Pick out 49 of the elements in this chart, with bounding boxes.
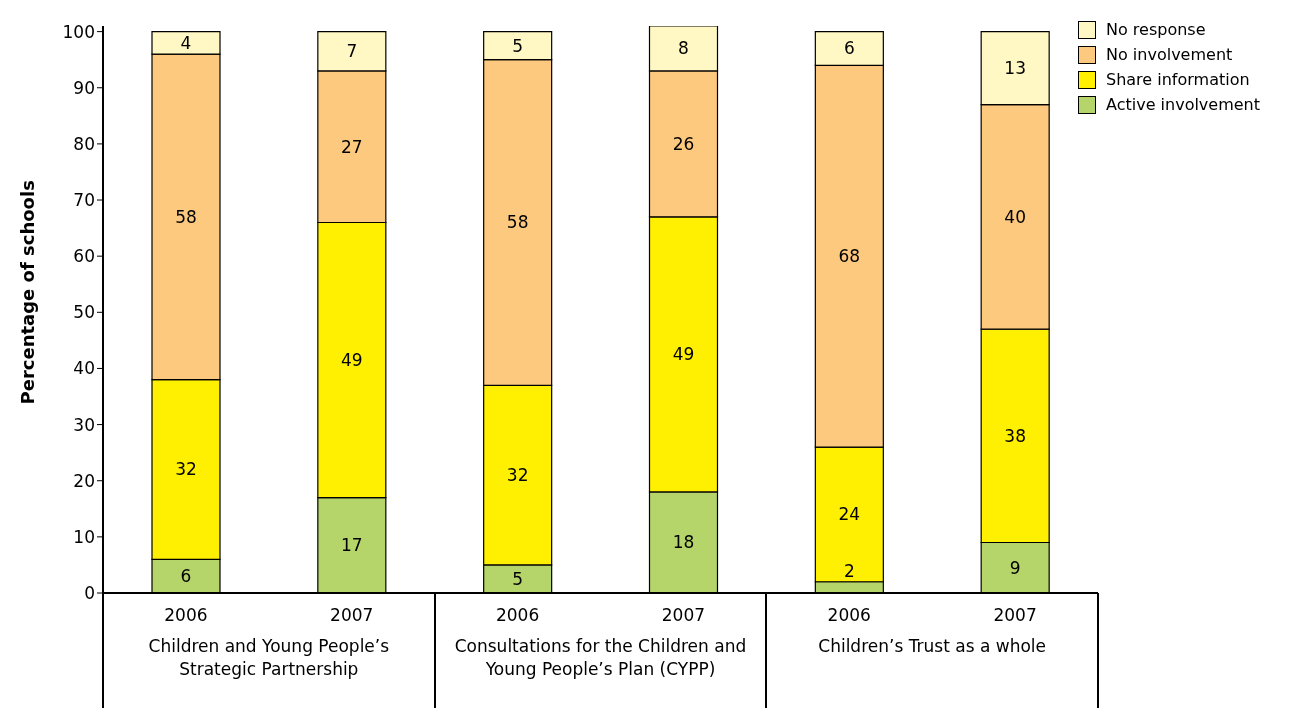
data-label: 6 xyxy=(843,38,855,59)
x-tick-label: 2006 xyxy=(495,605,540,626)
data-label: 2 xyxy=(843,560,855,581)
y-tick-label: 70 xyxy=(73,190,95,211)
data-label: 13 xyxy=(1004,58,1026,79)
data-label: 58 xyxy=(175,206,197,227)
data-label: 7 xyxy=(346,41,358,62)
y-tick-label: 20 xyxy=(73,470,95,491)
data-label: 18 xyxy=(672,532,695,553)
x-tick-label: 2007 xyxy=(661,605,706,626)
text: Children and Young People’s Strategic Partnership xyxy=(147,635,391,681)
legend-label: Share information xyxy=(1106,70,1250,89)
data-label: 40 xyxy=(1004,206,1026,227)
text: Children’s Trust as a whole xyxy=(817,635,1047,658)
data-label: 4 xyxy=(180,32,192,53)
data-label: 32 xyxy=(175,459,197,480)
y-tick-label: 50 xyxy=(73,302,95,323)
y-axis-title: Percentage of schools xyxy=(17,180,39,405)
data-label: 58 xyxy=(506,212,529,233)
text: Consultations for the Children and Young People’s Plan (CYPP) xyxy=(453,635,748,681)
data-label: 38 xyxy=(1004,425,1026,446)
data-label: 68 xyxy=(838,246,861,267)
legend-label: Active involvement xyxy=(1106,95,1261,114)
data-label: 5 xyxy=(512,35,524,56)
legend-label: No response xyxy=(1106,20,1206,39)
x-tick-label: 2007 xyxy=(993,605,1037,626)
y-tick-label: 80 xyxy=(73,133,95,154)
data-label: 49 xyxy=(341,350,363,371)
data-label: 8 xyxy=(678,38,689,59)
y-tick-label: 0 xyxy=(84,583,95,604)
data-label: 17 xyxy=(341,535,363,556)
data-label: 24 xyxy=(838,504,861,525)
legend-label: No involvement xyxy=(1106,45,1233,64)
x-tick-label: 2006 xyxy=(827,605,871,626)
y-tick-label: 90 xyxy=(73,77,95,98)
y-tick-label: 100 xyxy=(62,21,95,42)
data-label: 5 xyxy=(512,568,524,589)
data-label: 49 xyxy=(672,344,695,365)
data-label: 32 xyxy=(506,465,529,486)
y-tick-label: 10 xyxy=(73,526,95,547)
y-tick-label: 30 xyxy=(73,414,95,435)
data-label: 9 xyxy=(1009,557,1021,578)
y-tick-label: 60 xyxy=(73,246,95,267)
data-label: 27 xyxy=(341,136,363,157)
x-tick-label: 2006 xyxy=(164,605,208,626)
data-label: 6 xyxy=(180,566,192,587)
y-tick-label: 40 xyxy=(73,358,95,379)
x-tick-label: 2007 xyxy=(330,605,374,626)
data-label: 26 xyxy=(672,133,695,154)
